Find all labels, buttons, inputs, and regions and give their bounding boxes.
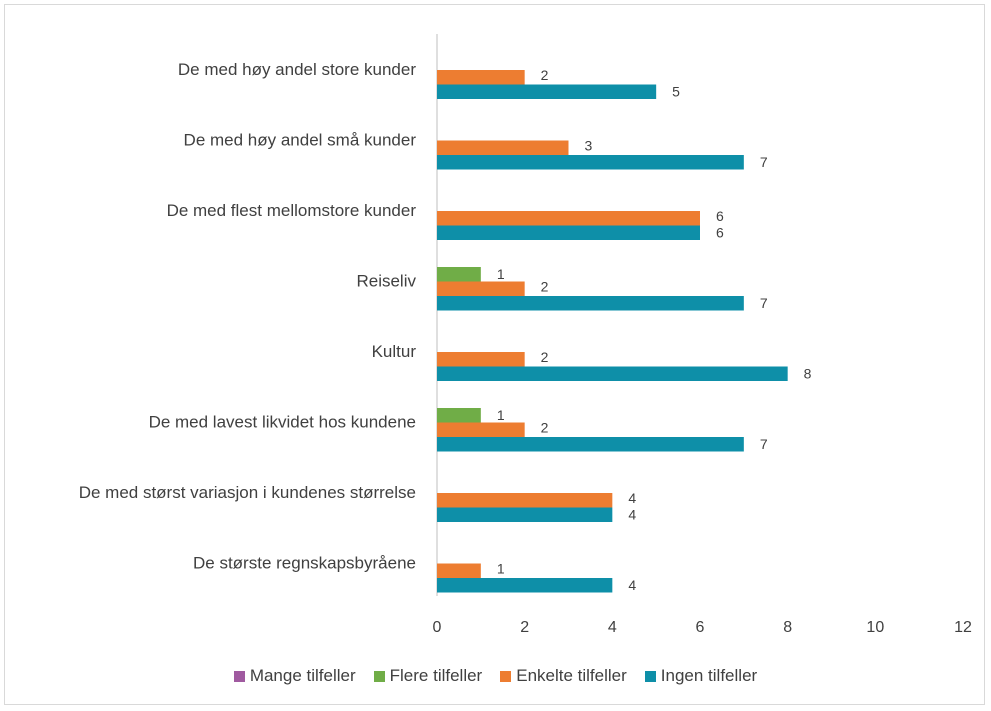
legend-swatch xyxy=(233,670,245,682)
data-label: 4 xyxy=(628,507,636,523)
bar-ingen-tilfeller xyxy=(437,84,657,99)
legend-swatch xyxy=(373,670,385,682)
data-label: 7 xyxy=(760,295,768,311)
bar-ingen-tilfeller xyxy=(437,507,613,522)
bar-flere-tilfeller xyxy=(437,408,481,423)
category-label: De med flest mellomstore kunder xyxy=(167,201,417,220)
legend-label: Mange tilfeller xyxy=(249,666,356,685)
category-label: De med lavest likvidet hos kundene xyxy=(149,413,416,432)
x-tick-label: 12 xyxy=(954,619,972,636)
category-label: De største regnskapsbyråene xyxy=(193,554,416,573)
bar-ingen-tilfeller xyxy=(437,296,744,311)
x-tick-label: 6 xyxy=(696,619,705,636)
data-label: 1 xyxy=(497,266,505,282)
legend-swatch xyxy=(500,670,512,682)
legend-swatch xyxy=(644,670,656,682)
data-label: 3 xyxy=(585,138,593,154)
data-label: 4 xyxy=(628,490,636,506)
bar-ingen-tilfeller xyxy=(437,225,700,240)
data-label: 2 xyxy=(541,279,549,295)
legend-label: Ingen tilfeller xyxy=(660,666,758,685)
category-label: De med høy andel små kunder xyxy=(184,131,417,150)
legend-item: Mange tilfeller xyxy=(233,666,356,686)
x-tick-label: 8 xyxy=(783,619,792,636)
data-label: 8 xyxy=(804,366,812,382)
bar-enkelte-tilfeller xyxy=(437,352,525,367)
data-label: 1 xyxy=(497,407,505,423)
data-label: 6 xyxy=(716,225,724,241)
data-label: 2 xyxy=(541,420,549,436)
bar-ingen-tilfeller xyxy=(437,155,744,170)
legend: Mange tilfeller Flere tilfeller Enkelte ti… xyxy=(0,666,991,686)
bar-ingen-tilfeller xyxy=(437,366,788,381)
data-label: 2 xyxy=(541,67,549,83)
x-tick-label: 4 xyxy=(608,619,617,636)
category-label: Kultur xyxy=(372,342,417,361)
data-label: 2 xyxy=(541,349,549,365)
x-tick-label: 10 xyxy=(866,619,884,636)
data-label: 7 xyxy=(760,154,768,170)
bar-ingen-tilfeller xyxy=(437,437,744,452)
category-label: De med høy andel store kunder xyxy=(178,60,416,79)
bar-enkelte-tilfeller xyxy=(437,493,613,508)
legend-item: Enkelte tilfeller xyxy=(500,666,627,686)
bar-enkelte-tilfeller xyxy=(437,211,700,226)
data-label: 4 xyxy=(628,577,636,593)
data-label: 1 xyxy=(497,561,505,577)
bar-enkelte-tilfeller xyxy=(437,422,525,437)
bar-flere-tilfeller xyxy=(437,267,481,282)
x-tick-label: 0 xyxy=(433,619,442,636)
bar-enkelte-tilfeller xyxy=(437,140,569,155)
legend-item: Flere tilfeller xyxy=(373,666,483,686)
bar-enkelte-tilfeller xyxy=(437,70,525,85)
data-label: 6 xyxy=(716,208,724,224)
data-label: 5 xyxy=(672,84,680,100)
bar-ingen-tilfeller xyxy=(437,578,613,593)
legend-item: Ingen tilfeller xyxy=(644,666,758,686)
legend-label: Flere tilfeller xyxy=(389,666,483,685)
x-tick-label: 2 xyxy=(520,619,529,636)
legend-label: Enkelte tilfeller xyxy=(516,666,627,685)
data-label: 7 xyxy=(760,436,768,452)
bar-enkelte-tilfeller xyxy=(437,563,481,578)
bar-enkelte-tilfeller xyxy=(437,281,525,296)
category-label: De med størst variasjon i kundenes størr… xyxy=(79,483,416,502)
category-label: Reiseliv xyxy=(356,272,416,291)
